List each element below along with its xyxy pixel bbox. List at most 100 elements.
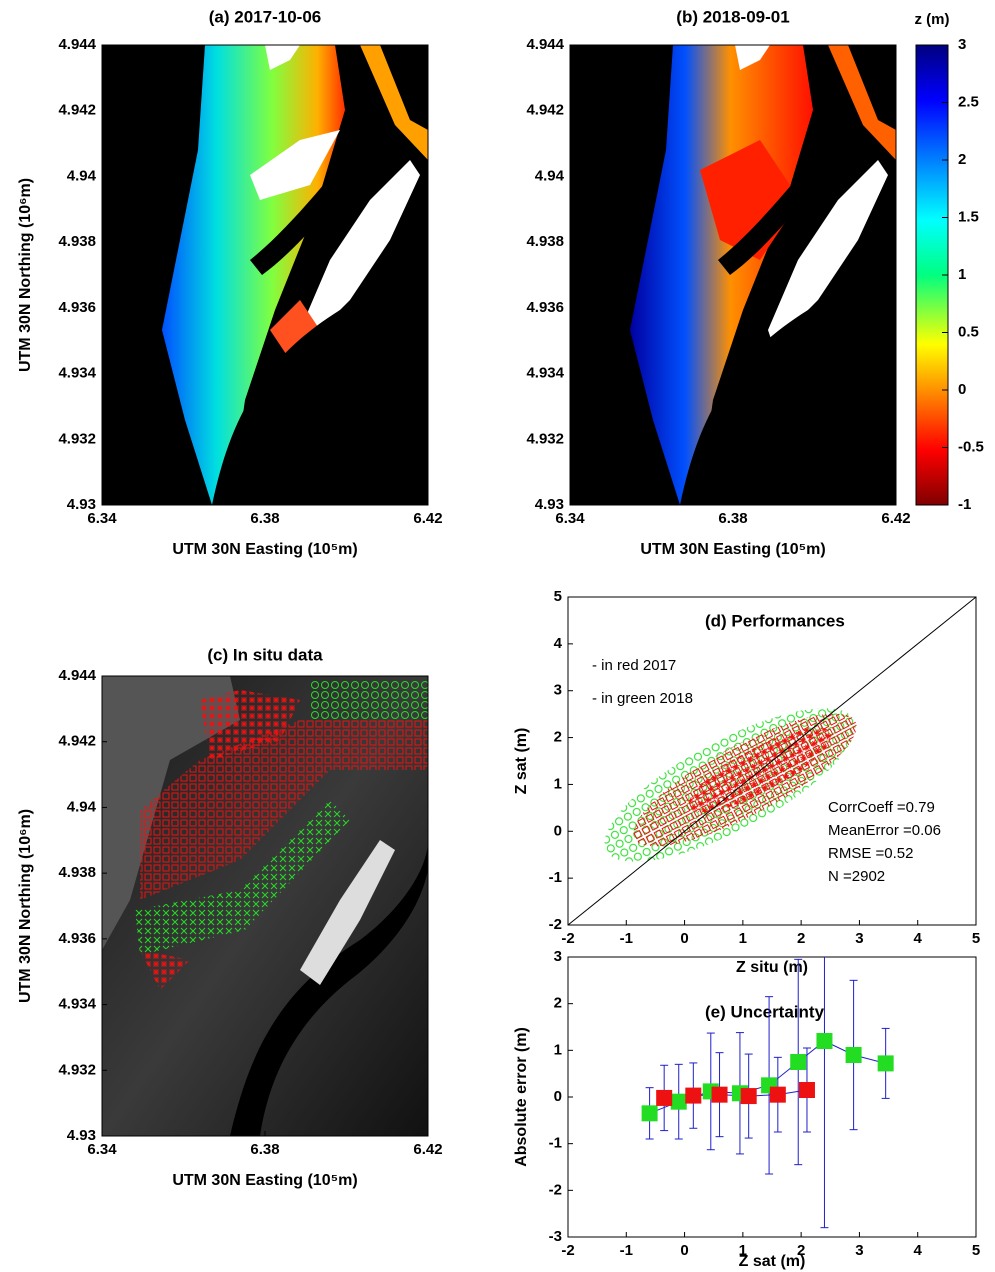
y-tick-label: -2 (549, 1181, 562, 1198)
annotation: rrs_bottom = 0.094 (313, 448, 422, 469)
annotation-subscript: max (831, 391, 852, 403)
marker (670, 1093, 687, 1110)
annotation-part: = 0.5 (384, 349, 422, 366)
y-tick-label: 4.94 (535, 167, 565, 184)
annotation-part: K (368, 349, 378, 366)
x-axis-label: UTM 30N Easting (10⁵m) (172, 541, 357, 558)
y-tick-label: -1 (549, 1135, 562, 1152)
annotation-subscript: d (378, 358, 384, 370)
y-tick-label: 4.942 (58, 102, 96, 119)
y-tick-label: 4.932 (58, 430, 96, 447)
annotation: rrs_deep = 0.022 (323, 415, 422, 436)
panel-title: (c) In situ data (207, 645, 323, 664)
annotation: rrs_bottom = 0.087 (781, 448, 890, 469)
colorbar-tick-label: 0 (958, 381, 966, 398)
annotation-part: T = 1.5 (843, 316, 890, 333)
x-tick-label: -2 (561, 930, 574, 947)
y-tick-label: 2 (554, 729, 562, 746)
marker (769, 1086, 786, 1103)
colorbar-tick-label: -1 (958, 496, 971, 513)
map-image (102, 676, 428, 1136)
stats-text: N =2902 (828, 868, 885, 885)
annotation-part: r (313, 448, 318, 465)
y-tick-label: 4.938 (526, 233, 564, 250)
marker (656, 1089, 673, 1106)
y-tick-label: -1 (549, 869, 562, 886)
panel-title: (a) 2017-10-06 (209, 7, 321, 26)
annotation-part: r (781, 448, 786, 465)
y-tick-label: 4 (554, 635, 563, 652)
x-tick-label: 2 (797, 1242, 805, 1259)
y-tick-label: 4.93 (535, 496, 564, 513)
x-axis-label: Z situ (m) (736, 959, 808, 976)
annotation-part: = 0.022 (367, 415, 422, 432)
x-tick-label: 6.38 (718, 510, 747, 527)
marker (740, 1088, 757, 1105)
x-axis-label: UTM 30N Easting (10⁵m) (172, 1172, 357, 1189)
x-tick-label: 4 (914, 1242, 923, 1259)
stats-text: RMSE =0.52 (828, 845, 913, 862)
y-tick-label: 4.94 (67, 167, 97, 184)
annotation-part: = 3.4 (384, 382, 422, 399)
x-tick-label: 6.42 (413, 1141, 442, 1158)
x-tick-label: -2 (561, 1242, 574, 1259)
y-tick-label: 3 (554, 682, 562, 699)
x-tick-label: 0 (680, 930, 688, 947)
colorbar-tick-label: 3 (958, 36, 966, 53)
annotation: Kd = 0.5 (368, 349, 422, 370)
annotation: Kd = 0.3 (836, 349, 890, 370)
annotation-subscript: rs_deep (796, 424, 836, 436)
x-tick-label: 0 (680, 1242, 688, 1259)
y-tick-label: 0 (554, 1088, 562, 1105)
x-tick-label: 4 (914, 930, 923, 947)
x-tick-label: 1 (739, 930, 747, 947)
x-tick-label: 6.38 (250, 1141, 279, 1158)
annotation-part: = 0.094 (367, 448, 422, 465)
y-tick-label: 4.944 (58, 36, 96, 53)
annotation: rrs_deep = 0.019 (791, 415, 890, 436)
marker (685, 1087, 702, 1104)
panel-title: (e) Uncertainty (705, 1002, 825, 1021)
y-tick-label: 4.936 (58, 299, 96, 316)
y-tick-label: 4.944 (526, 36, 564, 53)
x-tick-label: 1 (739, 1242, 747, 1259)
x-tick-label: 6.34 (87, 510, 117, 527)
annotation-subscript: rs_deep (328, 424, 368, 436)
x-tick-label: 6.38 (250, 510, 279, 527)
marker (798, 1082, 815, 1098)
annotation-part: r (323, 415, 328, 432)
annotation-part: = 0.087 (835, 448, 890, 465)
y-axis-label: UTM 30N Northing (10⁶m) (17, 178, 34, 372)
y-tick-label: 3 (554, 948, 562, 965)
panel-title: (d) Performances (705, 611, 845, 630)
annotation: Hmax = 3.4 (352, 382, 422, 403)
y-tick-label: 4.932 (526, 430, 564, 447)
x-tick-label: 6.34 (87, 1141, 117, 1158)
x-axis-label: UTM 30N Easting (10⁵m) (640, 541, 825, 558)
x-tick-label: 6.42 (881, 510, 910, 527)
y-tick-label: 4.932 (58, 1061, 96, 1078)
colorbar-tick-label: 1.5 (958, 208, 979, 225)
annotation-subscript: max (363, 391, 384, 403)
y-tick-label: 4.936 (526, 299, 564, 316)
annotation-part: T = 0.6 (375, 316, 422, 333)
x-tick-label: 6.34 (555, 510, 585, 527)
y-tick-label: 4.93 (67, 1127, 96, 1144)
y-tick-label: 4.934 (526, 365, 564, 382)
y-axis-label: Z sat (m) (513, 728, 530, 795)
annotation-part: H (820, 382, 831, 399)
y-tick-label: -2 (549, 916, 562, 933)
y-axis-label: Absolute error (m) (513, 1027, 530, 1167)
x-tick-label: -1 (620, 1242, 633, 1259)
y-tick-label: 4.938 (58, 864, 96, 881)
plot-frame (567, 596, 977, 926)
legend-note: - in green 2018 (592, 690, 693, 707)
colorbar-tick-label: 2.5 (958, 93, 979, 110)
axes-layer: (a) 2017-10-066.34 6.38 6.424.934.9324.934… (17, 7, 984, 1270)
scatter-cloud (604, 708, 857, 862)
map-image (102, 45, 428, 505)
y-tick-label: 1 (554, 775, 562, 792)
marker (845, 1047, 862, 1063)
y-tick-label: 0 (554, 822, 562, 839)
y-tick-label: 4.934 (58, 996, 96, 1013)
